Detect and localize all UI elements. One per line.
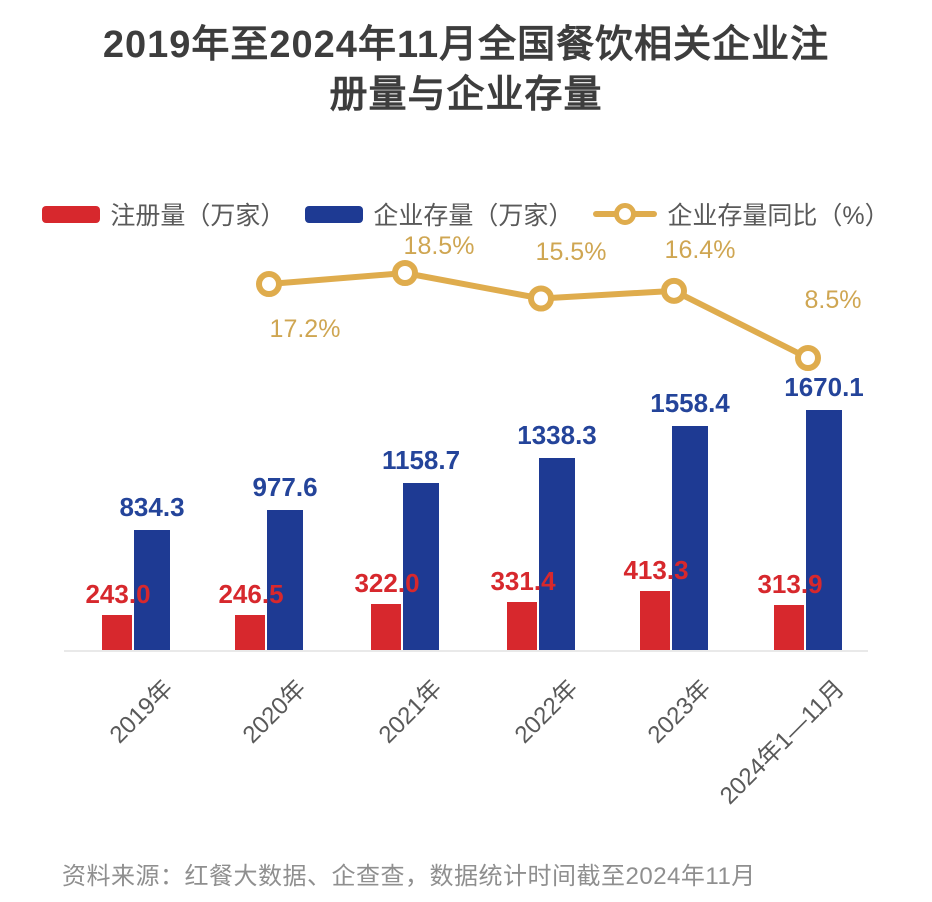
stock-value-label: 977.6 (252, 471, 318, 502)
yoy-value-label: 15.5% (535, 237, 607, 266)
stock-bar (672, 426, 708, 650)
chart-title-line2: 册量与企业存量 (329, 74, 603, 116)
registration-value-label: 413.3 (623, 554, 689, 585)
registration-bar (774, 604, 804, 650)
legend-item-yoy: 企业存量同比（%） (593, 196, 890, 232)
registration-bar (102, 615, 132, 650)
stock-value-label: 1670.1 (784, 372, 864, 402)
stock-value-label: 834.3 (119, 492, 185, 523)
registration-value-label: 313.9 (757, 568, 823, 599)
legend-line-marker-icon (593, 201, 658, 227)
stock-bar (134, 530, 170, 650)
stock-bar (539, 457, 575, 650)
registration-value-label: 243.0 (85, 579, 151, 610)
yoy-value-label: 16.4% (664, 235, 736, 264)
legend-label-registrations: 注册量（万家） (110, 202, 286, 230)
stock-bar (403, 483, 439, 650)
registration-bar (640, 590, 670, 650)
chart-title-line1: 2019年至2024年11月全国餐饮相关企业注 (102, 24, 830, 66)
registration-value-label: 331.4 (490, 566, 556, 597)
line-point-marker (661, 277, 687, 304)
registration-value-label: 322.0 (354, 567, 420, 598)
yoy-value-label: 8.5% (804, 286, 862, 314)
line-point-marker (256, 271, 282, 298)
registration-value-label: 246.5 (218, 578, 284, 609)
registration-bar (507, 602, 537, 650)
x-axis-label: 2022年 (509, 674, 584, 749)
legend-label-stock: 企业存量（万家） (373, 202, 574, 230)
x-axis-label: 2019年 (104, 674, 179, 749)
x-axis-label: 2024年1—11月 (715, 674, 851, 810)
legend-label-yoy: 企业存量同比（%） (667, 202, 890, 230)
yoy-value-label: 18.5% (403, 232, 475, 260)
stock-bar (806, 410, 842, 650)
stock-value-label: 1338.3 (517, 419, 597, 450)
x-axis-label: 2021年 (373, 674, 448, 749)
x-axis-line (64, 650, 868, 652)
yoy-value-label: 17.2% (269, 315, 341, 344)
registration-bar (235, 614, 265, 650)
x-axis-label: 2020年 (237, 674, 312, 749)
registration-bar (371, 603, 401, 650)
legend: 注册量（万家） 企业存量（万家） 企业存量同比（%） (0, 196, 932, 232)
line-point-marker (795, 345, 821, 371)
stock-value-label: 1158.7 (381, 445, 461, 476)
legend-item-stock: 企业存量（万家） (305, 196, 573, 232)
legend-swatch-registrations (42, 205, 101, 223)
line-point-marker (528, 285, 554, 312)
stock-bar (267, 509, 303, 650)
x-axis-label: 2023年 (642, 674, 717, 749)
line-point-marker (392, 260, 418, 286)
legend-swatch-stock (305, 205, 364, 223)
legend-item-registrations: 注册量（万家） (42, 196, 285, 232)
chart-title: 2019年至2024年11月全国餐饮相关企业注 册量与企业存量 (0, 20, 932, 120)
source-note: 资料来源：红餐大数据、企查查，数据统计时间截至2024年11月 (62, 863, 756, 890)
stock-value-label: 1558.4 (650, 388, 730, 419)
